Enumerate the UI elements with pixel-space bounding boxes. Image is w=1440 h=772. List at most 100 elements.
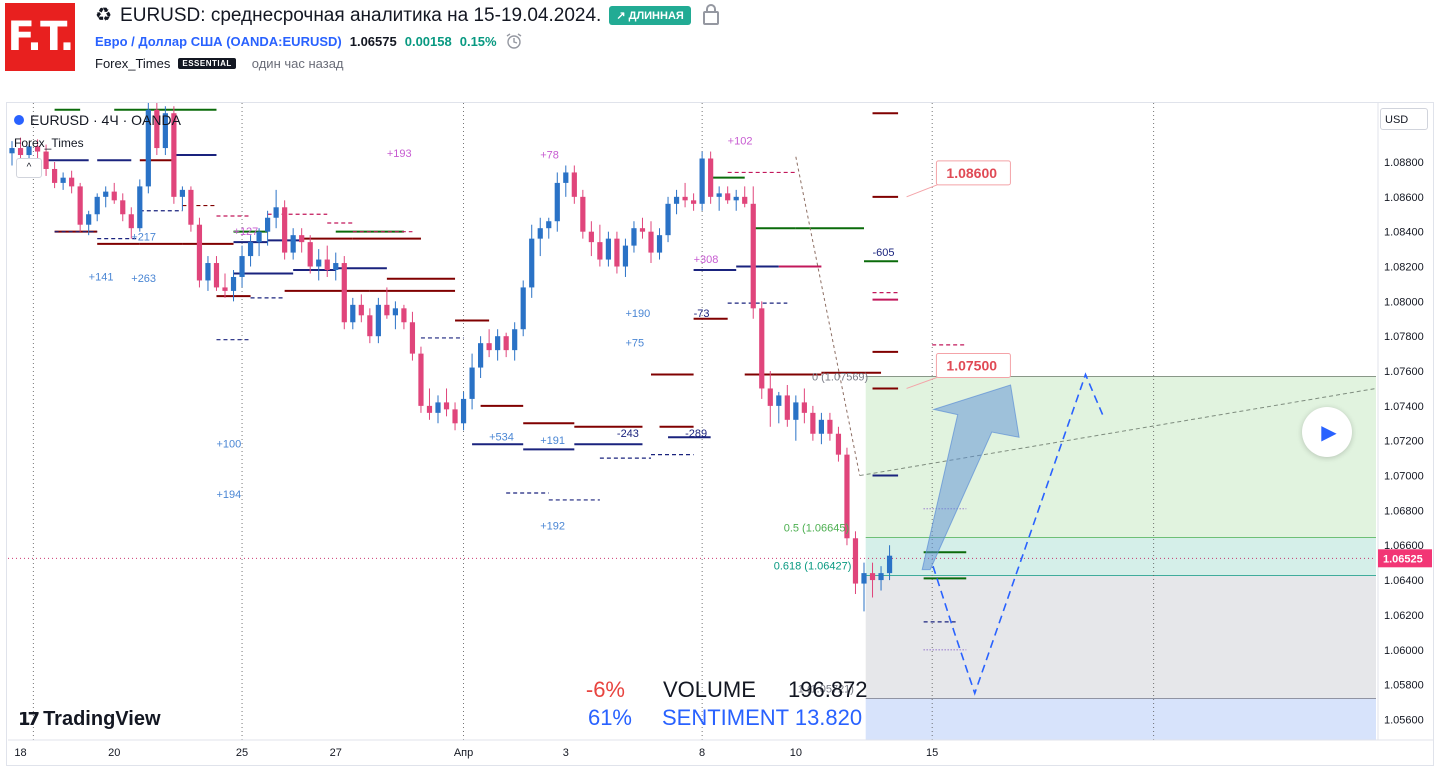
candle-body (196, 224, 203, 281)
volume-annotation: +192 (540, 521, 565, 533)
target-box (935, 160, 1011, 186)
candle-body (299, 235, 305, 243)
candle-body (120, 200, 126, 215)
volume-annotation: +193 (387, 148, 412, 160)
symbol-change-pct: 0.15% (459, 33, 497, 49)
candle-body (86, 214, 92, 225)
chart-area[interactable] (6, 102, 1434, 766)
candle-body (469, 367, 475, 399)
tradingview-brand: TradingView (43, 708, 161, 730)
candle-body (886, 555, 893, 574)
idea-title: EURUSD: среднесрочная аналитика на 15-19… (120, 4, 602, 26)
candle-body (639, 228, 646, 232)
candle-body (827, 419, 833, 434)
candle-body (563, 172, 569, 183)
target-box (935, 352, 1011, 378)
candle-body (205, 263, 211, 281)
candle-body (537, 228, 543, 239)
fib-label-1: 1 (1.05721) (798, 683, 854, 695)
volume-value: 196.872 (788, 677, 868, 702)
candle-body (708, 158, 714, 197)
candle-body (486, 343, 492, 351)
y-tick-label: 1.08600 (1384, 192, 1424, 204)
chart-symbol-label: EURUSD · 4Ч · OANDA (30, 112, 181, 128)
y-tick-label: 1.05800 (1384, 680, 1424, 692)
trend-line-channel (859, 387, 1376, 477)
candle-body (784, 395, 790, 420)
candle-body (648, 231, 654, 253)
chart-symbol-legend: EURUSD · 4Ч · OANDA (14, 112, 181, 128)
candle-body (307, 242, 313, 267)
candle-body (358, 304, 364, 316)
candle-body (247, 242, 254, 257)
last-price-tag (1378, 549, 1432, 568)
candle-body (597, 242, 603, 260)
target-label: 1.08600 (946, 165, 997, 181)
author-name[interactable]: Forex_Times (95, 56, 171, 71)
fib-zone-0618-1 (865, 575, 1376, 699)
fib-zone-05-0618 (865, 537, 1376, 576)
candle-body (742, 196, 748, 204)
volume-annotation: +190 (625, 308, 650, 320)
x-tick-label: 25 (236, 747, 248, 759)
candle-body (333, 263, 339, 271)
change-pct-stat: -6% (585, 677, 625, 702)
candle-body (554, 182, 560, 222)
volume-annotation: -289 (685, 428, 707, 440)
candle-body (665, 203, 671, 236)
candle-body (835, 433, 842, 455)
candle-body (111, 191, 117, 201)
candle-body (17, 148, 24, 156)
candle-body (605, 238, 611, 260)
candle-body (222, 287, 228, 291)
candle-body (776, 395, 782, 406)
candle-body (818, 419, 824, 434)
candle-body (401, 308, 407, 323)
candle-body (34, 146, 41, 152)
candle-body (716, 193, 722, 197)
volume-annotation: -605 (873, 247, 895, 259)
candle-body (179, 189, 185, 197)
candle-body (350, 304, 356, 323)
symbol-name[interactable]: Евро / Доллар США (95, 33, 223, 49)
candle-body (631, 228, 637, 246)
candle-body (495, 336, 501, 351)
essential-tag: ESSENTIAL (178, 58, 236, 69)
legend-collapse-button[interactable]: ^ (16, 158, 42, 178)
candle-body (443, 402, 450, 410)
symbol-price: 1.06575 (349, 33, 397, 49)
play-button[interactable]: ▶ (1302, 407, 1352, 457)
candle-body (435, 402, 441, 413)
candle-body (52, 168, 58, 183)
long-badge: ↗ ДЛИННАЯ (609, 6, 691, 25)
idea-title-row: ♻ EURUSD: среднесрочная аналитика на 15-… (95, 3, 719, 27)
author-row: Forex_Times ESSENTIAL один час назад (95, 56, 344, 71)
alarm-clock-icon[interactable] (505, 32, 523, 50)
symbol-code[interactable]: (OANDA:EURUSD) (226, 33, 342, 49)
symbol-dot-icon (14, 115, 24, 125)
x-tick-label: 27 (330, 747, 342, 759)
candle-body (239, 256, 245, 277)
candle-body (460, 398, 467, 424)
symbol-name-link[interactable]: Евро / Доллар США (OANDA:EURUSD) (95, 34, 342, 49)
candle-body (503, 336, 509, 351)
target-pointer (906, 374, 943, 389)
target-label: 1.07500 (946, 357, 997, 373)
volume-annotation: +141 (89, 271, 114, 283)
candle-body (9, 148, 15, 154)
candle-body (94, 196, 100, 215)
candle-body (213, 263, 220, 288)
currency-button[interactable]: USD (1380, 108, 1428, 130)
candle-body (77, 186, 83, 225)
candle-body (452, 409, 458, 424)
y-tick-label: 1.06600 (1384, 540, 1424, 552)
play-icon: ▶ (1321, 421, 1337, 444)
candle-body (282, 207, 288, 253)
plot-layer (8, 103, 1376, 740)
stats-overlay: -6% VOLUME 196.872 61% SENTIMENT 13.820 (560, 676, 868, 732)
trend-line-down (795, 156, 861, 476)
y-tick-label: 1.06000 (1384, 645, 1424, 657)
target-pointer (906, 182, 943, 198)
candle-body (656, 235, 663, 253)
